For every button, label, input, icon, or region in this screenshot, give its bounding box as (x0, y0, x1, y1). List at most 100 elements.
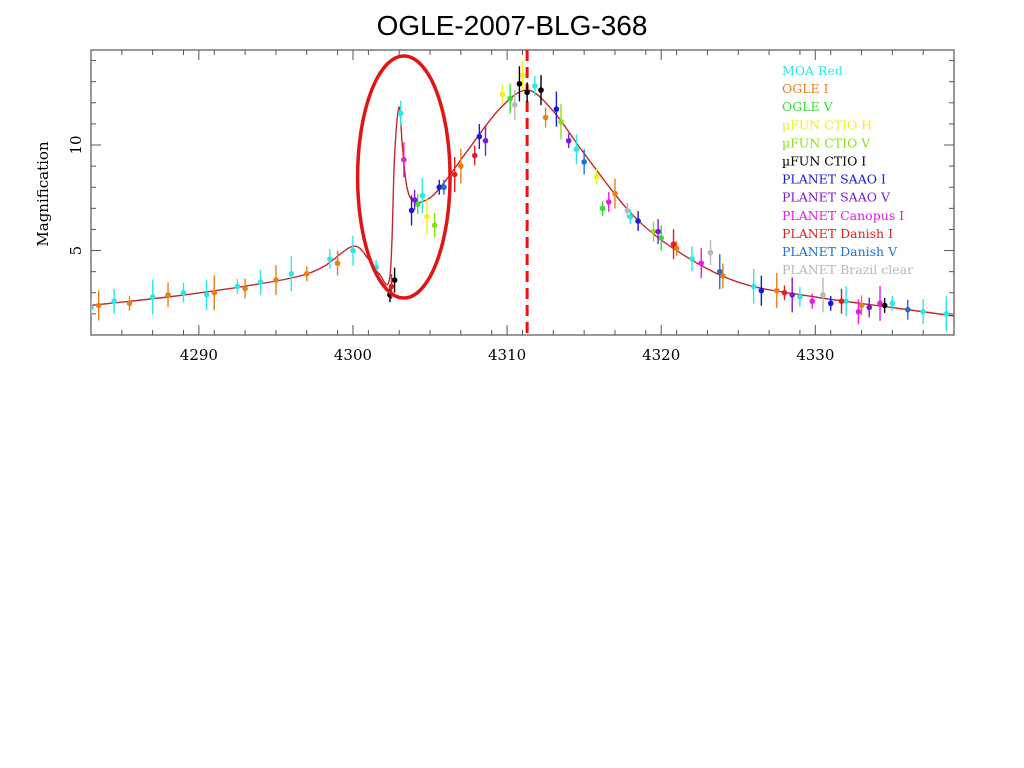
data-point-moa-red (327, 256, 333, 262)
data-point-planet-saao-i (758, 287, 765, 294)
data-point-planet-brazil-clear (707, 249, 714, 256)
legend-entry: PLANET Brazil clear (782, 262, 913, 277)
data-point--fun-ctio-h (499, 91, 506, 98)
data-point-ogle-i (673, 245, 680, 252)
y-axis-label: Magnification (34, 141, 52, 247)
data-point--fun-ctio-i (538, 87, 544, 93)
data-point-planet-danish-v (581, 159, 587, 165)
data-point-moa-red (149, 294, 156, 300)
data-point-planet-danish-i (388, 283, 395, 290)
data-point-ogle-i (720, 273, 726, 279)
light-curve-chart: 4290 4300 4310 4320 4330 5 10 Magnification MO… (34, 49, 955, 364)
slide-title: OGLE-2007-BLG-368 (376, 10, 648, 41)
legend-entry: PLANET SAAO V (782, 190, 891, 205)
legend-entry: µFUN CTIO I (782, 154, 866, 169)
data-point-moa-red (419, 192, 426, 199)
x-tick-label: 4300 (334, 346, 372, 364)
data-point-planet-canopus-i (877, 300, 883, 307)
legend-entry: µFUN CTIO H (782, 117, 872, 132)
data-point-moa-red (91, 304, 94, 311)
legend-entry: OGLE V (782, 99, 834, 114)
axis-tick-labels: 4290 4300 4310 4320 4330 5 10 (67, 135, 834, 364)
data-point-moa-red (797, 294, 803, 300)
data-point-planet-danish-i (471, 152, 478, 159)
data-point-ogle-i (242, 285, 248, 292)
data-point--fun-ctio-v (431, 222, 438, 229)
legend-entry: PLANET Danish I (782, 226, 893, 241)
data-point--fun-ctio-i (881, 302, 888, 309)
data-point-moa-red (180, 289, 187, 296)
data-point-moa-red (750, 283, 757, 290)
axis-ticks (90, 50, 955, 336)
data-point-planet-saao-v (565, 137, 572, 144)
data-point--fun-ctio-v (558, 118, 564, 125)
legend-entry: MOA Red (782, 63, 843, 78)
data-point-planet-saao-v (789, 292, 795, 298)
data-point-ogle-i (303, 270, 310, 277)
data-point-moa-red (532, 83, 538, 89)
data-point-moa-red (889, 300, 896, 307)
data-point-moa-red (573, 146, 580, 153)
data-point-planet-brazil-clear (820, 292, 826, 298)
legend-entry: PLANET SAAO I (782, 172, 886, 187)
data-point-planet-danish-i (670, 241, 677, 248)
legend-entry: OGLE I (782, 81, 829, 96)
data-point-moa-red (203, 292, 210, 298)
data-point-moa-red (397, 110, 404, 117)
cutoff-text-band (0, 756, 1024, 768)
data-point-planet-canopus-i (401, 156, 407, 163)
data-point-planet-danish-v (716, 268, 723, 275)
data-point-planet-saao-i (827, 300, 834, 307)
data-point-planet-canopus-i (855, 308, 862, 315)
data-point-planet-brazil-clear (624, 207, 631, 214)
data-point-ogle-i (334, 260, 341, 267)
data-point-moa-red (234, 283, 241, 290)
legend-entry: µFUN CTIO V (782, 135, 871, 150)
data-point-moa-red (843, 298, 849, 305)
data-point-ogle-v (414, 201, 421, 207)
data-point-moa-red (350, 247, 356, 254)
data-point-planet-saao-i (635, 218, 641, 224)
data-point--fun-ctio-h (593, 173, 600, 180)
data-point-planet-brazil-clear (511, 102, 518, 108)
data-point-ogle-i (542, 114, 549, 121)
data-point--fun-ctio-h (519, 72, 526, 79)
data-point--fun-ctio-h (424, 213, 430, 220)
x-tick-label: 4310 (488, 346, 526, 364)
legend: MOA Red OGLE I OGLE V µFUN CTIO H µFUN CTIO … (782, 63, 913, 277)
data-point-planet-danish-i (451, 171, 458, 178)
data-point-ogle-i (165, 292, 171, 298)
data-point--fun-ctio-i (391, 277, 398, 283)
data-point-ogle-v (658, 235, 664, 241)
data-points (91, 60, 950, 332)
data-point-planet-saao-i (436, 184, 443, 191)
data-point-moa-red (943, 311, 950, 317)
data-point-ogle-i (773, 287, 780, 294)
data-point-moa-red (689, 256, 695, 262)
data-point-planet-danish-v (441, 184, 447, 191)
data-point-moa-red (288, 270, 295, 277)
data-point-planet-danish-i (838, 298, 845, 305)
data-point--fun-ctio-i (516, 80, 523, 87)
data-point--fun-ctio-i (524, 89, 530, 96)
data-point-ogle-i (858, 302, 865, 309)
data-point-planet-saao-v (482, 137, 489, 144)
data-point-ogle-i (211, 289, 218, 296)
anomaly-highlight-ellipse (355, 54, 452, 300)
data-point-moa-red (111, 298, 117, 305)
data-point-ogle-i (458, 163, 464, 169)
data-point-planet-saao-v (866, 304, 873, 311)
data-point-ogle-i (126, 300, 133, 307)
legend-entry: PLANET Danish V (782, 244, 898, 259)
x-tick-label: 4290 (180, 346, 218, 364)
x-tick-label: 4320 (642, 346, 680, 364)
legend-entry: PLANET Canopus I (782, 208, 904, 223)
y-tick-label: 5 (67, 246, 85, 256)
x-tick-label: 4330 (796, 346, 834, 364)
data-point-ogle-v (599, 205, 606, 212)
data-point-planet-canopus-i (698, 260, 705, 267)
data-point-planet-danish-v (904, 306, 911, 313)
y-tick-label: 10 (67, 135, 85, 154)
data-point-planet-saao-i (553, 106, 560, 112)
data-point-moa-red (257, 279, 264, 286)
